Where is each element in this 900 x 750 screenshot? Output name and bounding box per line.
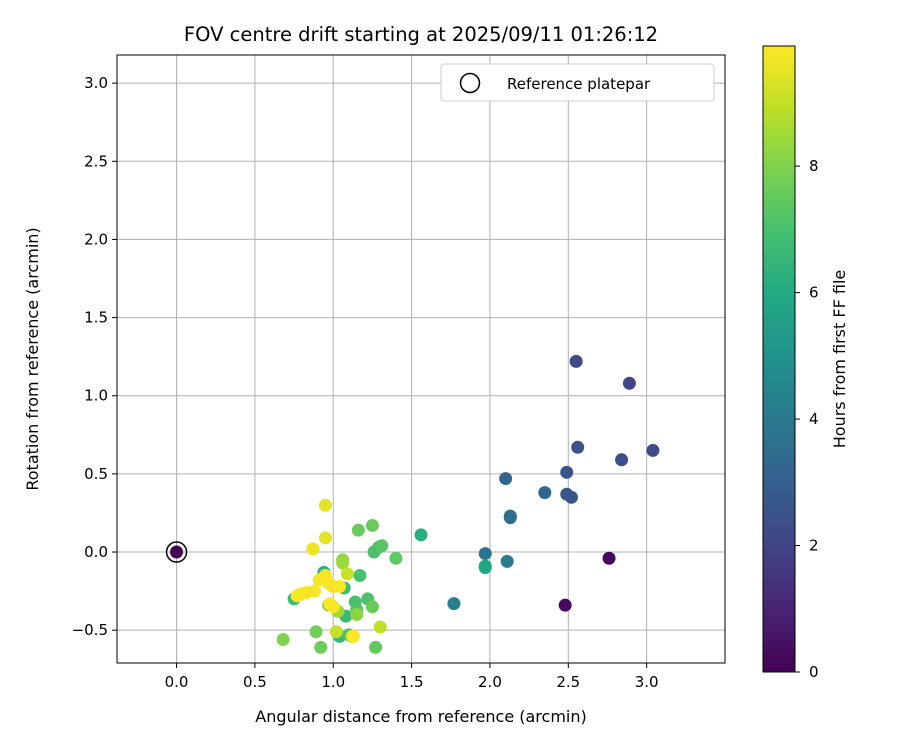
colorbar-tick-label: 2 — [809, 537, 819, 555]
colorbar-gradient — [762, 45, 796, 673]
data-point — [170, 545, 184, 559]
x-tick-label: 2.5 — [556, 673, 580, 691]
data-point — [365, 518, 379, 532]
data-point — [499, 472, 513, 486]
y-tick-label: 1.0 — [84, 387, 108, 405]
y-axis-ticks: −0.5 0.0 0.5 1.0 1.5 2.0 2.5 3.0 — [72, 74, 117, 639]
data-point — [558, 598, 572, 612]
y-tick-label: 2.0 — [84, 230, 108, 248]
legend-entry-reference: Reference platepar — [507, 75, 651, 93]
colorbar-tick-label: 8 — [809, 157, 819, 175]
data-point — [447, 597, 461, 611]
data-point — [569, 354, 583, 368]
x-axis-ticks: 0.0 0.5 1.0 1.5 2.0 2.5 3.0 — [165, 663, 659, 691]
data-point — [365, 600, 379, 614]
data-point — [353, 568, 367, 582]
data-point — [350, 608, 364, 622]
data-point — [615, 453, 629, 467]
data-point — [290, 589, 304, 603]
x-tick-label: 2.0 — [478, 673, 502, 691]
data-point — [318, 531, 332, 545]
data-point — [622, 376, 636, 390]
data-point — [503, 511, 517, 525]
data-point — [478, 561, 492, 575]
data-point — [329, 625, 343, 639]
data-point — [347, 629, 361, 643]
data-point — [414, 528, 428, 542]
data-point — [369, 640, 383, 654]
data-point — [500, 554, 514, 568]
data-point — [326, 600, 340, 614]
colorbar-ticks: 0 2 4 6 8 — [795, 157, 819, 681]
y-axis-label: Rotation from reference (arcmin) — [23, 227, 42, 490]
data-point — [389, 551, 403, 565]
colorbar: 0 2 4 6 8 Hours from first FF file — [762, 45, 849, 681]
data-point — [646, 443, 660, 457]
reference-marker-layer — [165, 541, 188, 563]
data-point — [314, 640, 328, 654]
grid-lines — [117, 55, 725, 663]
data-point — [571, 440, 585, 454]
y-tick-label: 0.0 — [84, 543, 108, 561]
x-tick-label: 1.0 — [321, 673, 345, 691]
data-point — [336, 556, 350, 570]
legend-reference-marker-icon — [459, 72, 481, 94]
data-point — [538, 486, 552, 500]
x-tick-label: 3.0 — [635, 673, 659, 691]
y-tick-label: 0.5 — [84, 465, 108, 483]
x-tick-label: 1.5 — [400, 673, 424, 691]
data-point — [318, 498, 332, 512]
data-point — [602, 551, 616, 565]
y-tick-label: 1.5 — [84, 309, 108, 327]
legend: Reference platepar — [440, 63, 715, 102]
colorbar-tick-label: 0 — [809, 663, 819, 681]
x-tick-label: 0.5 — [243, 673, 267, 691]
y-tick-label: 3.0 — [84, 74, 108, 92]
data-point — [564, 490, 578, 504]
plot-frame — [116, 54, 726, 664]
data-point — [373, 620, 387, 634]
y-tick-label: −0.5 — [72, 621, 108, 639]
legend-box — [440, 63, 715, 102]
colorbar-tick-label: 4 — [809, 410, 819, 428]
data-point — [560, 465, 574, 479]
data-point — [306, 542, 320, 556]
data-point — [309, 625, 323, 639]
colorbar-tick-label: 6 — [809, 284, 819, 302]
data-point — [478, 547, 492, 561]
x-tick-label: 0.0 — [165, 673, 189, 691]
colorbar-label: Hours from first FF file — [830, 270, 849, 449]
scatter-points — [170, 354, 660, 654]
data-point — [276, 633, 290, 647]
chart-title: FOV centre drift starting at 2025/09/11 … — [184, 23, 658, 46]
data-point — [351, 523, 365, 537]
y-tick-label: 2.5 — [84, 152, 108, 170]
x-axis-label: Angular distance from reference (arcmin) — [255, 707, 586, 726]
data-point — [340, 567, 354, 581]
reference-platepar-marker — [165, 541, 188, 563]
data-point — [333, 579, 347, 593]
data-point — [375, 539, 389, 553]
